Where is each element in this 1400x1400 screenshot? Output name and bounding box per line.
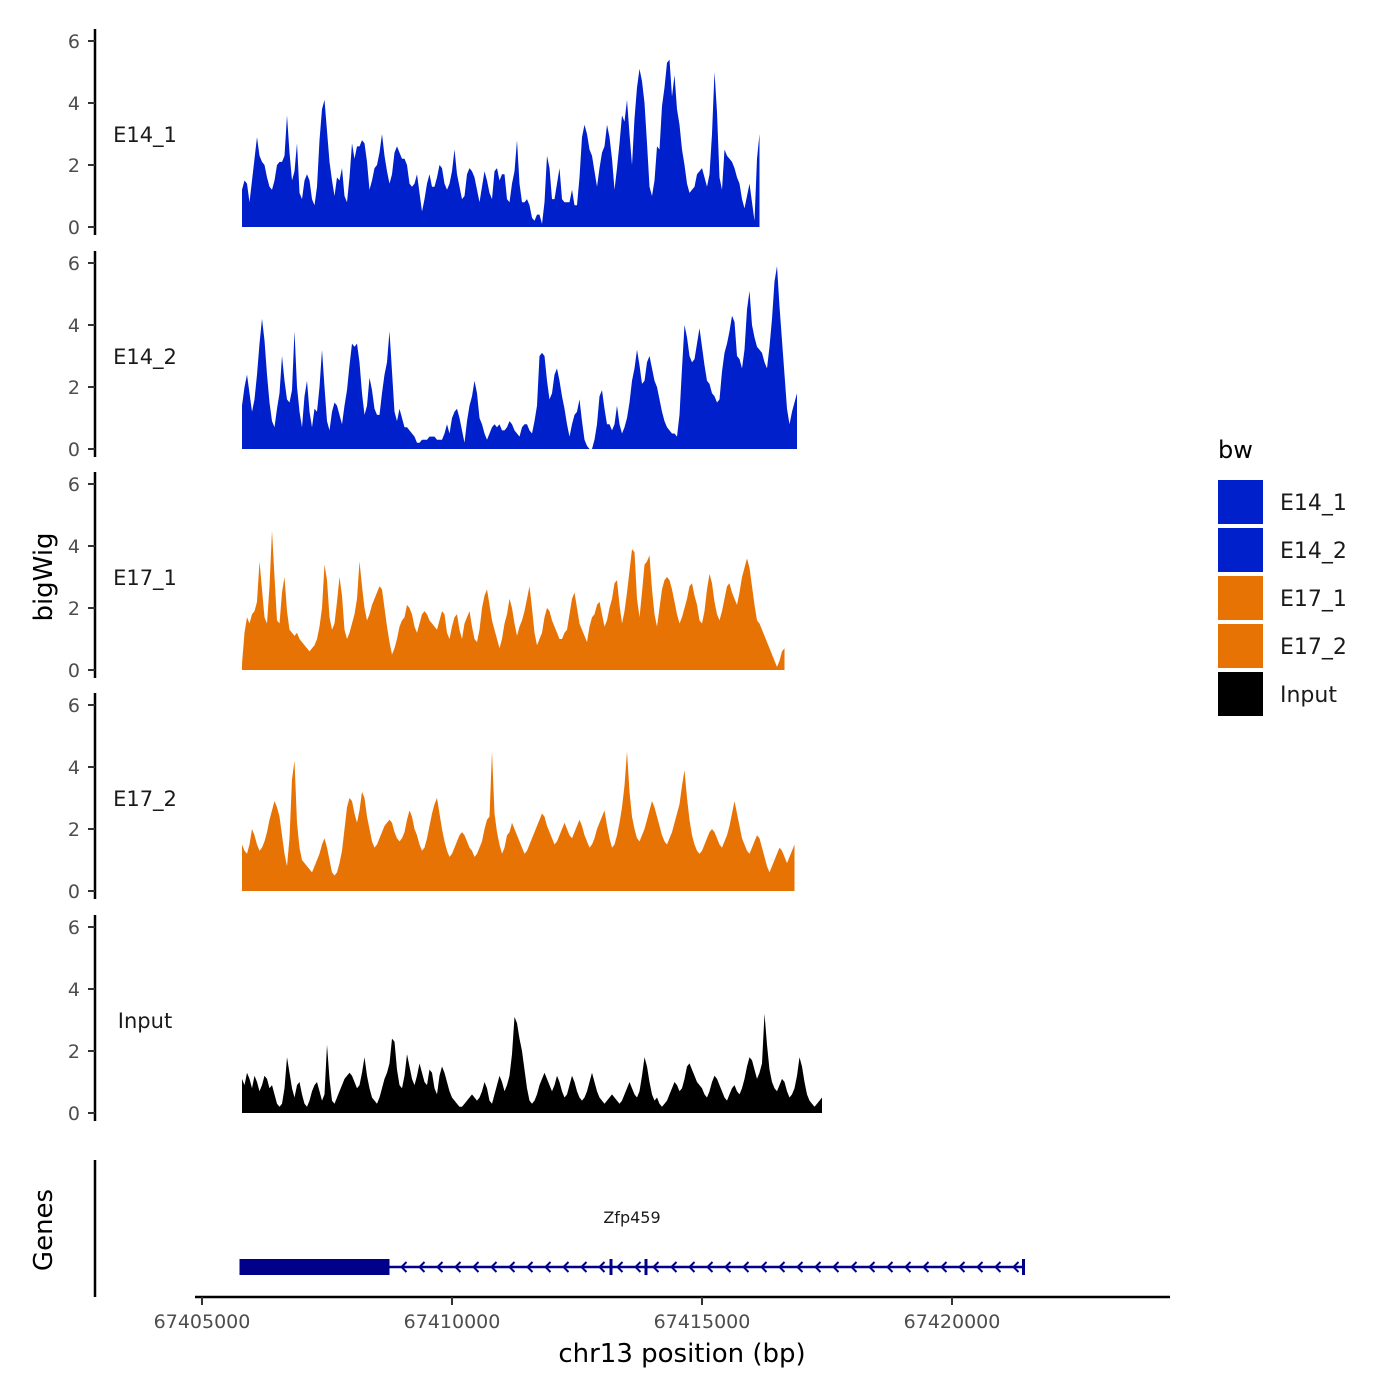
strand-arrow — [976, 1261, 984, 1273]
y-tick-label: 2 — [68, 155, 80, 177]
strand-arrow — [508, 1261, 516, 1273]
strand-arrow — [526, 1261, 534, 1273]
area-E14_1 — [242, 59, 760, 227]
legend-label: E17_2 — [1280, 635, 1347, 660]
legend-title: bw — [1218, 436, 1253, 464]
track-E14_1: 0 2 4 6 E14_1 — [68, 29, 760, 239]
strand-arrow — [850, 1261, 858, 1273]
legend-swatch — [1218, 528, 1263, 572]
area-Input — [242, 1013, 822, 1113]
y-axis-title: bigWig — [29, 532, 59, 621]
y-tick-label: 0 — [68, 1103, 80, 1125]
legend-swatch — [1218, 480, 1263, 524]
x-axis: chr13 position (bp) 67405000 67410000 6741… — [154, 1295, 1170, 1369]
strand-arrow — [688, 1261, 696, 1273]
track-E17_1: 0 2 4 6 E17_1 — [68, 472, 785, 682]
strand-arrow — [940, 1261, 948, 1273]
strand-arrow — [904, 1261, 912, 1273]
strand-arrow — [670, 1261, 678, 1273]
gene-exon — [1022, 1259, 1025, 1275]
strand-arrow — [1012, 1261, 1020, 1273]
x-axis-title: chr13 position (bp) — [558, 1339, 805, 1369]
legend-label: Input — [1280, 683, 1337, 708]
y-tick-label: 4 — [68, 536, 80, 558]
strand-arrow — [436, 1261, 444, 1273]
strand-arrow — [418, 1261, 426, 1273]
track-label: E14_1 — [113, 123, 177, 148]
gene-exon — [609, 1259, 613, 1275]
strand-arrow — [490, 1261, 498, 1273]
area-E17_1 — [242, 530, 785, 670]
strand-arrow — [742, 1261, 750, 1273]
strand-arrow — [598, 1261, 606, 1273]
strand-arrow — [796, 1261, 804, 1273]
y-tick-label: 6 — [68, 695, 80, 717]
track-label: E17_1 — [113, 566, 177, 591]
y-tick-label: 4 — [68, 315, 80, 337]
gene-model — [239, 1259, 1025, 1275]
legend: bw E14_1 E14_2 E17_1 E17_2 Input — [1218, 436, 1347, 716]
y-tick-label: 2 — [68, 598, 80, 620]
gene-track-title: Genes — [29, 1189, 59, 1271]
strand-arrow — [616, 1261, 624, 1273]
legend-swatch — [1218, 576, 1263, 620]
gene-label: Zfp459 — [603, 1208, 660, 1227]
strand-arrow — [544, 1261, 552, 1273]
legend-swatch — [1218, 672, 1263, 716]
y-tick-label: 2 — [68, 819, 80, 841]
y-tick-label: 6 — [68, 31, 80, 53]
tracks: 0 2 4 6 E14_1 0 2 4 6 E14_2 0 2 4 6 E17_1 0 2 4 6 E17_2 0 2 4 6… — [68, 29, 822, 1125]
strand-arrow — [994, 1261, 1002, 1273]
track-E14_2: 0 2 4 6 E14_2 — [68, 251, 797, 461]
y-tick-label: 6 — [68, 253, 80, 275]
strand-arrow — [634, 1261, 642, 1273]
x-tick-label: 67415000 — [654, 1311, 751, 1333]
area-E14_2 — [242, 266, 797, 449]
legend-swatch — [1218, 624, 1263, 668]
strand-arrow — [868, 1261, 876, 1273]
y-tick-label: 0 — [68, 881, 80, 903]
y-tick-label: 4 — [68, 979, 80, 1001]
track-label: Input — [118, 1009, 172, 1033]
gene-exon — [644, 1259, 648, 1275]
strand-arrow — [778, 1261, 786, 1273]
strand-arrow — [814, 1261, 822, 1273]
y-tick-label: 2 — [68, 1041, 80, 1063]
x-tick-label: 67410000 — [404, 1311, 501, 1333]
track-label: E14_2 — [113, 345, 177, 370]
strand-arrow — [706, 1261, 714, 1273]
strand-arrow — [400, 1261, 408, 1273]
legend-label: E14_2 — [1280, 539, 1347, 564]
area-E17_2 — [242, 751, 795, 891]
track-Input: 0 2 4 6 Input — [68, 915, 822, 1125]
strand-arrow — [886, 1261, 894, 1273]
track-E17_2: 0 2 4 6 E17_2 — [68, 693, 795, 903]
strand-arrow — [724, 1261, 732, 1273]
strand-arrow — [922, 1261, 930, 1273]
track-label: E17_2 — [113, 787, 177, 812]
y-tick-label: 6 — [68, 474, 80, 496]
y-tick-label: 4 — [68, 93, 80, 115]
x-tick-label: 67405000 — [154, 1311, 251, 1333]
strand-arrow — [958, 1261, 966, 1273]
x-tick-label: 67420000 — [904, 1311, 1001, 1333]
y-tick-label: 2 — [68, 377, 80, 399]
gene-track: Genes Zfp459 — [29, 1160, 1025, 1297]
y-tick-label: 0 — [68, 217, 80, 239]
strand-arrow — [454, 1261, 462, 1273]
strand-arrow — [832, 1261, 840, 1273]
legend-label: E17_1 — [1280, 587, 1347, 612]
y-tick-label: 6 — [68, 917, 80, 939]
gene-thick-block — [239, 1259, 390, 1275]
y-tick-label: 0 — [68, 660, 80, 682]
y-tick-label: 4 — [68, 757, 80, 779]
strand-arrow — [760, 1261, 768, 1273]
strand-arrow — [562, 1261, 570, 1273]
strand-arrow — [472, 1261, 480, 1273]
legend-label: E14_1 — [1280, 491, 1347, 516]
strand-arrow — [652, 1261, 660, 1273]
strand-arrow — [580, 1261, 588, 1273]
y-tick-label: 0 — [68, 439, 80, 461]
